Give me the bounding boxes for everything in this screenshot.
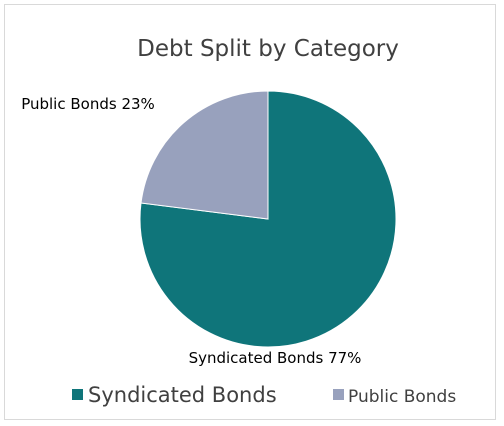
legend-label-syndicated-bonds: Syndicated Bonds xyxy=(88,383,277,407)
legend: Syndicated Bonds Public Bonds xyxy=(72,383,456,407)
data-label-syndicated-bonds: Syndicated Bonds 77% xyxy=(189,349,362,367)
legend-swatch-syndicated-bonds xyxy=(72,389,83,400)
legend-swatch-public-bonds xyxy=(333,389,344,400)
pie-slice-syndicated-bonds xyxy=(139,90,397,348)
pie-slices xyxy=(139,90,397,348)
data-labels: Syndicated Bonds 77% Public Bonds 23% xyxy=(21,95,361,367)
legend-label-public-bonds: Public Bonds xyxy=(348,387,456,407)
pie-slice-public-bonds xyxy=(140,90,269,220)
chart-title: Debt Split by Category xyxy=(137,36,399,62)
data-label-public-bonds: Public Bonds 23% xyxy=(21,95,155,113)
